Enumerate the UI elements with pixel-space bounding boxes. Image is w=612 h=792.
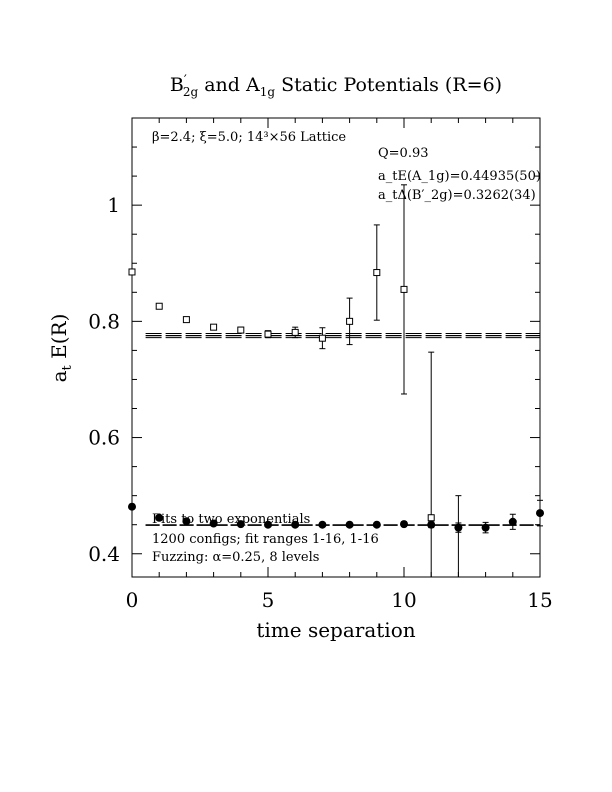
data-point-a1g <box>155 513 164 522</box>
data-point-b2g <box>318 334 326 342</box>
x-tick-label: 0 <box>126 588 139 612</box>
data-point-a1g <box>454 523 463 532</box>
axis-tick-labels: 0 5 10 15 0.4 0.6 0.8 1 <box>88 193 553 612</box>
data-point-b2g <box>182 316 190 324</box>
chart-title: B′ 2g and A1g Static Potentials (R=6) <box>170 73 502 99</box>
y-tick-label: 0.4 <box>88 542 120 566</box>
y-axis-label: at E(R) <box>47 314 75 383</box>
data-point-a1g <box>481 523 490 532</box>
fit-a1g-text: a_tE(A_1g)=0.44935(50) <box>378 169 541 184</box>
title-b-sub: 2g <box>183 85 199 99</box>
data-point-a1g <box>400 520 408 529</box>
data-point-a1g <box>291 520 300 529</box>
data-point-a1g <box>318 520 327 529</box>
y-tick-label: 0.8 <box>88 309 120 333</box>
fits-note-line-2: 1200 configs; fit ranges 1-16, 1-16 <box>152 532 379 547</box>
y-tick-label: 1 <box>107 193 120 217</box>
x-tick-label: 10 <box>391 588 416 612</box>
axis-ticks <box>131 117 541 577</box>
data-point-a1g <box>345 520 354 529</box>
x-tick-label: 15 <box>527 588 552 612</box>
data-point-a1g <box>182 517 191 526</box>
data-point-b2g <box>400 285 408 293</box>
data-markers <box>128 268 544 532</box>
title-b-prime: ′ <box>184 73 187 88</box>
fits-note-line-3: Fuzzing: α=0.25, 8 levels <box>152 550 319 565</box>
data-point-a1g <box>536 509 544 518</box>
fit-a1g-annotation: a_tE(A_1g)=0.44935(50) <box>378 169 541 184</box>
q-annotation: Q=0.93 <box>378 146 429 161</box>
y-axis-label-sub: t <box>60 364 75 370</box>
data-point-b2g <box>128 268 136 276</box>
fit-lines <box>145 333 540 526</box>
title-a: A <box>245 74 260 96</box>
x-tick-label: 5 <box>262 588 275 612</box>
data-point-b2g <box>427 514 435 522</box>
lattice-annotation: β=2.4; ξ=5.0; 14³×56 Lattice <box>152 130 346 145</box>
data-point-a1g <box>128 502 136 511</box>
data-point-a1g <box>508 517 517 526</box>
x-axis-label: time separation <box>256 618 415 642</box>
title-rest: Static Potentials (R=6) <box>275 74 502 96</box>
data-point-b2g <box>237 326 245 334</box>
data-point-b2g <box>210 323 218 331</box>
data-point-b2g <box>264 330 272 338</box>
y-axis-label-main: a <box>47 370 71 382</box>
data-point-a1g <box>427 520 436 529</box>
data-point-a1g <box>264 520 272 529</box>
title-and: and <box>198 74 246 96</box>
data-point-b2g <box>346 317 354 325</box>
data-point-a1g <box>236 520 245 529</box>
data-point-a1g <box>372 520 381 529</box>
plot-frame <box>131 117 541 578</box>
fit-b2g-annotation: a_tΔ(B′_2g)=0.3262(34) <box>378 188 536 203</box>
data-point-b2g <box>155 302 163 310</box>
y-tick-label: 0.6 <box>88 426 120 450</box>
data-point-a1g <box>209 519 218 528</box>
fit-b2g-text: a_tΔ(B′_2g)=0.3262(34) <box>378 188 536 203</box>
title-b: B <box>170 74 184 96</box>
y-axis-label-rest: E(R) <box>47 314 71 366</box>
title-a-sub: 1g <box>260 85 276 99</box>
data-point-b2g <box>373 269 381 277</box>
data-point-b2g <box>291 328 299 336</box>
